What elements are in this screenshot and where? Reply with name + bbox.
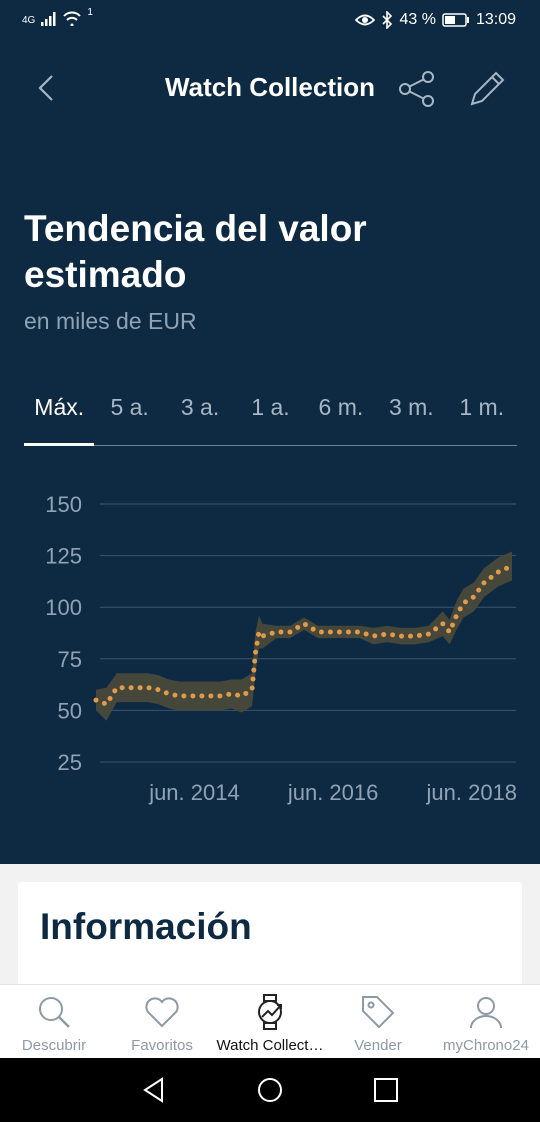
status-left: 4G 1 xyxy=(22,7,93,26)
app-header: Watch Collection xyxy=(0,60,540,118)
heart-icon xyxy=(145,997,179,1028)
nav-descubrir-label: Descubrir xyxy=(21,1037,87,1054)
y-tick-label: 50 xyxy=(58,698,82,723)
network-type: 4G xyxy=(22,15,36,26)
confidence-band xyxy=(96,551,512,721)
signal-icon xyxy=(41,12,56,26)
back-arrow-icon[interactable] xyxy=(28,68,68,108)
x-tick-label: jun. 2014 xyxy=(148,780,240,805)
nav-mychrono24[interactable]: myChrono24 xyxy=(432,985,540,1058)
y-tick-label: 75 xyxy=(58,647,82,672)
edit-pencil-icon[interactable] xyxy=(466,68,508,110)
y-tick-label: 25 xyxy=(58,750,82,775)
nav-descubrir[interactable]: Descubrir xyxy=(0,985,108,1058)
nav-vender-label: Vender xyxy=(354,1037,402,1054)
section-subtitle: en miles de EUR xyxy=(24,308,197,334)
y-tick-label: 150 xyxy=(45,492,82,517)
nav-favoritos[interactable]: Favoritos xyxy=(108,985,216,1058)
clock: 13:09 xyxy=(475,11,516,28)
battery-icon xyxy=(442,13,469,27)
x-tick-label: jun. 2016 xyxy=(287,780,379,805)
system-nav-bar xyxy=(0,1058,540,1122)
section-title: Tendencia del valor estimado xyxy=(24,208,367,295)
y-tick-label: 100 xyxy=(45,595,82,620)
sim-badge: 1 xyxy=(87,7,93,18)
system-recents-icon[interactable] xyxy=(372,1076,400,1104)
status-bar: 4G 1 43 % 13:09 xyxy=(0,0,540,42)
tab-1y[interactable]: 1 a. xyxy=(251,394,290,420)
watch-icon xyxy=(258,994,282,1030)
tab-3m[interactable]: 3 m. xyxy=(388,394,434,420)
system-back-icon[interactable] xyxy=(140,1076,168,1104)
tag-icon xyxy=(362,996,395,1029)
system-home-icon[interactable] xyxy=(256,1076,284,1104)
nav-favoritos-label: Favoritos xyxy=(131,1037,193,1054)
eye-icon xyxy=(355,14,376,26)
series-line xyxy=(93,563,515,708)
tab-6m[interactable]: 6 m. xyxy=(318,394,364,420)
nav-vender[interactable]: Vender xyxy=(324,985,432,1058)
wifi-icon xyxy=(63,11,82,26)
battery-percent: 43 % xyxy=(399,11,436,28)
nav-mychrono24-label: myChrono24 xyxy=(443,1037,529,1054)
status-right: 43 % 13:09 xyxy=(355,11,516,29)
nav-watch-collection[interactable]: Watch Collect… xyxy=(216,985,324,1058)
tab-3y[interactable]: 3 a. xyxy=(180,394,220,420)
user-icon xyxy=(470,997,502,1029)
bottom-nav: Descubrir Favoritos Watch Collect… Vende… xyxy=(0,984,540,1058)
nav-watch-collection-label: Watch Collect… xyxy=(216,1037,324,1054)
x-tick-label: jun. 2018 xyxy=(426,780,518,805)
info-card-title: Información xyxy=(40,906,252,947)
y-tick-label: 125 xyxy=(45,544,82,569)
share-icon[interactable] xyxy=(396,68,438,110)
tab-5y[interactable]: 5 a. xyxy=(110,394,149,420)
header-background xyxy=(0,0,540,864)
tab-max[interactable]: Máx. xyxy=(24,388,95,446)
bluetooth-icon xyxy=(382,11,393,29)
page-title: Watch Collection xyxy=(165,72,375,102)
value-trend-chart: 150 125 100 75 50 25 jun. 2014 jun. 2016 jun. 20… xyxy=(45,492,518,805)
tab-1m[interactable]: 1 m. xyxy=(459,394,505,420)
range-tabs: Máx. 5 a. 3 a. 1 a. 6 m. 3 m. 1 m. xyxy=(24,388,517,446)
search-icon xyxy=(39,997,70,1028)
